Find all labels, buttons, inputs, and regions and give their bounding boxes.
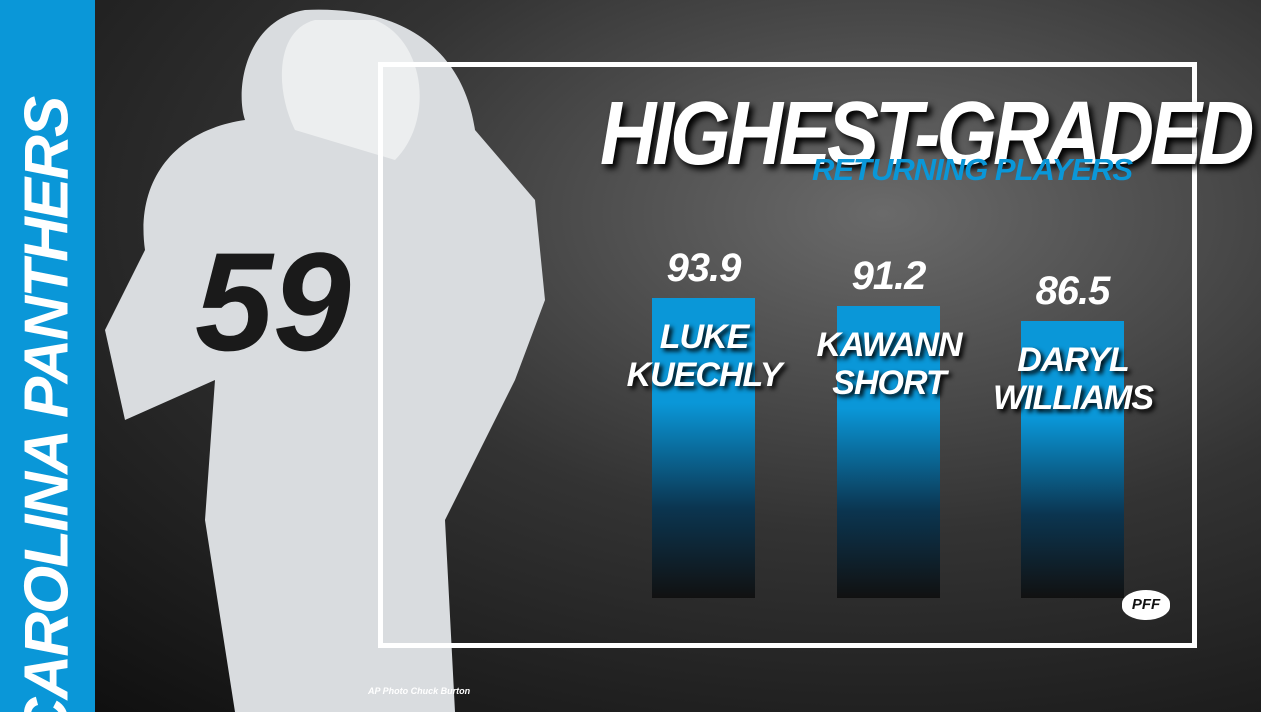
value-label: 91.2 [851,254,927,299]
frame [378,62,1197,648]
category-label: DARYL WILLIAMS [992,341,1154,418]
player-photo: 59 [105,9,545,712]
pff-logo: PFF [1122,590,1170,620]
team-strip [0,0,95,712]
bar [652,297,755,598]
chart-subtitle: RETURNING PLAYERS [812,152,1133,187]
helmet [281,20,420,160]
team-name: CAROLINA PANTHERS [12,97,82,712]
bar [837,306,940,598]
category-label: LUKE KUECHLY [626,317,783,394]
jersey-number: 59 [195,223,351,380]
photo-credit: AP Photo Chuck Burton [368,686,471,696]
category-label: KAWANN SHORT [816,326,962,403]
bar [1021,321,1124,598]
chart-title: HIGHEST-GRADED [600,82,1254,184]
value-label: 93.9 [666,245,742,290]
value-label: 86.5 [1035,269,1111,314]
player-silhouette [105,9,545,712]
